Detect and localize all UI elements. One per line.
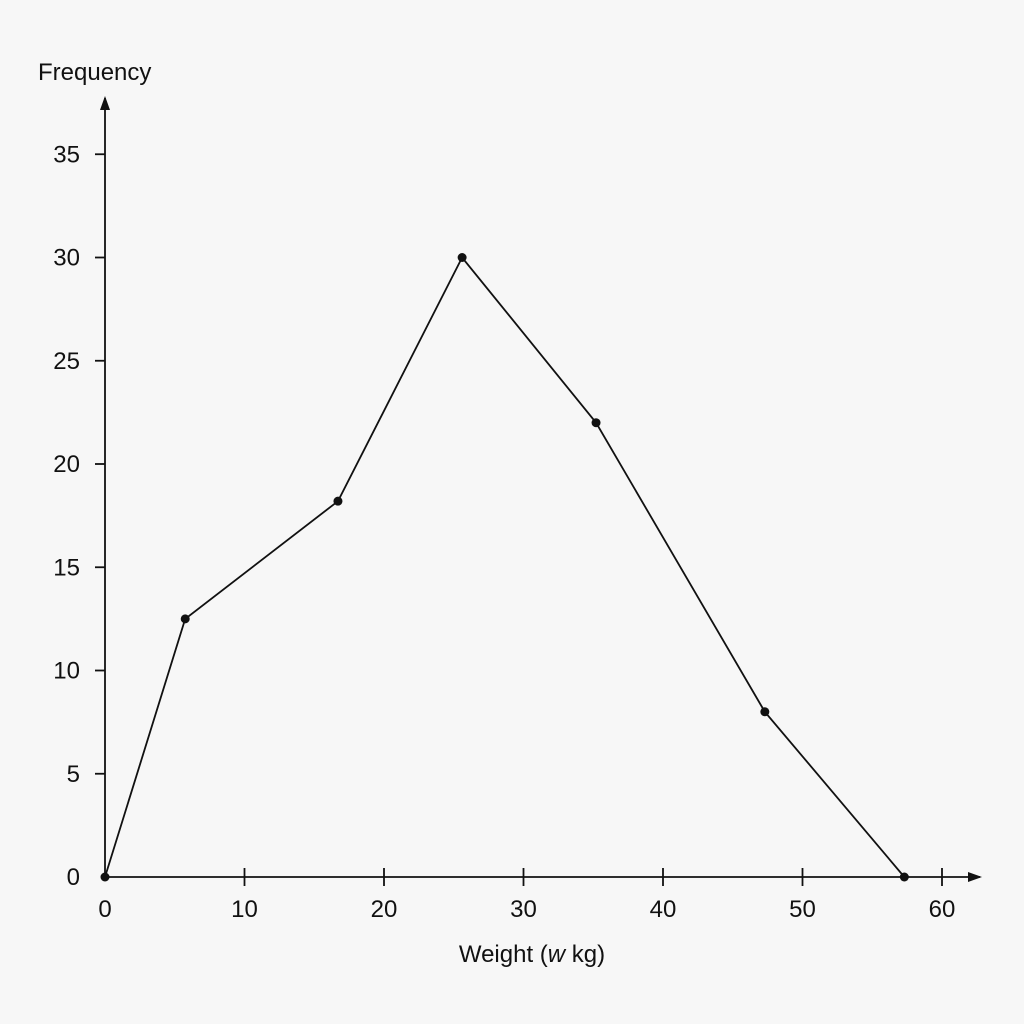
x-axis-arrow (968, 872, 982, 882)
y-axis-title: Frequency (38, 59, 151, 86)
x-tick-label: 20 (371, 896, 398, 923)
x-tick-label: 30 (510, 896, 537, 923)
x-tick-label: 40 (650, 896, 677, 923)
x-axis-title-suffix: kg) (565, 941, 605, 968)
ticks: 0 10 20 30 40 50 60 0 5 10 15 20 25 30 35 (53, 141, 955, 923)
data-point (180, 614, 190, 624)
data-point (100, 872, 110, 882)
x-tick-label: 0 (98, 896, 111, 923)
x-tick-label: 50 (789, 896, 816, 923)
data-point (899, 872, 909, 882)
data-point (333, 496, 343, 506)
x-axis-title: Weight (w kg) (459, 941, 605, 968)
x-axis-title-variable: w (548, 941, 567, 968)
data-point (760, 707, 770, 717)
x-tick-label: 60 (929, 896, 956, 923)
data-point (591, 418, 601, 428)
y-tick-label: 20 (53, 451, 80, 478)
y-tick-label: 35 (53, 141, 80, 168)
y-tick-label: 5 (67, 761, 80, 788)
y-tick-label: 10 (53, 658, 80, 685)
data-point (457, 253, 467, 262)
y-tick-label: 0 (67, 864, 80, 891)
frequency-polygon-line (104, 255, 906, 878)
y-tick-label: 30 (53, 245, 80, 272)
x-axis-title-prefix: Weight ( (459, 941, 548, 968)
y-axis-arrow (100, 96, 110, 110)
series (100, 253, 909, 882)
x-tick-label: 10 (231, 896, 258, 923)
y-tick-label: 15 (53, 554, 80, 581)
y-tick-label: 25 (53, 348, 80, 375)
axes (100, 96, 982, 882)
